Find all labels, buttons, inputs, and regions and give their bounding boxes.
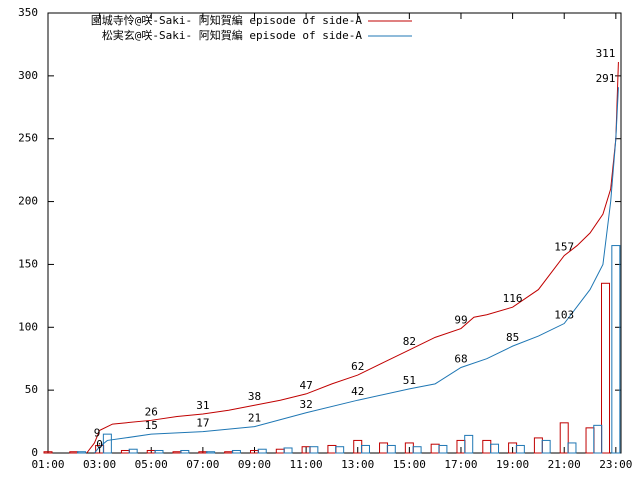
bar: [327, 444, 337, 454]
y-tick-label: 0: [31, 446, 38, 459]
bar: [43, 451, 53, 454]
y-tick-label: 300: [18, 69, 38, 82]
bar: [257, 448, 267, 454]
bar: [559, 422, 569, 454]
bar: [412, 446, 422, 454]
bar: [541, 439, 551, 454]
bar: [120, 449, 130, 454]
x-tick-label: 05:00: [135, 458, 168, 471]
line: [94, 87, 619, 454]
y-tick-label: 200: [18, 195, 38, 208]
data-label: 116: [503, 292, 523, 305]
data-label: 17: [196, 417, 209, 430]
bar: [430, 443, 440, 454]
bar: [128, 448, 138, 454]
x-tick-label: 17:00: [444, 458, 477, 471]
x-tick-label: 19:00: [496, 458, 529, 471]
data-label: 82: [403, 335, 416, 348]
bar: [283, 447, 293, 454]
x-tick-label: 11:00: [290, 458, 323, 471]
x-tick-label: 03:00: [83, 458, 116, 471]
data-label: 291: [596, 72, 616, 85]
x-tick-label: 01:00: [31, 458, 64, 471]
bar: [533, 437, 543, 454]
bar: [593, 424, 603, 454]
bar: [206, 451, 216, 454]
data-label: 51: [403, 374, 416, 387]
x-tick-label: 23:00: [599, 458, 632, 471]
data-label: 0: [96, 438, 103, 451]
bar: [69, 451, 79, 454]
bar: [490, 443, 500, 454]
data-label: 62: [351, 360, 364, 373]
y-tick-label: 50: [25, 383, 38, 396]
bar: [386, 444, 396, 454]
x-tick-label: 07:00: [186, 458, 219, 471]
bar: [224, 451, 234, 454]
data-label: 32: [299, 398, 312, 411]
x-tick-label: 09:00: [238, 458, 271, 471]
data-label: 99: [454, 314, 467, 327]
x-tick-label: 13:00: [341, 458, 374, 471]
data-label: 85: [506, 331, 519, 344]
bar: [438, 444, 448, 454]
bar: [172, 451, 182, 454]
data-label: 21: [248, 412, 261, 425]
bar: [154, 449, 164, 454]
y-tick-label: 350: [18, 6, 38, 19]
bar: [515, 444, 525, 454]
bar: [360, 444, 370, 454]
x-tick-label: 15:00: [393, 458, 426, 471]
data-label: 157: [554, 241, 574, 254]
y-tick-label: 150: [18, 257, 38, 270]
data-label: 311: [596, 47, 616, 60]
bar: [180, 449, 190, 454]
bar: [601, 282, 611, 454]
bar: [611, 245, 621, 454]
data-label: 15: [145, 419, 158, 432]
bar: [585, 427, 595, 454]
data-label: 9: [94, 427, 101, 440]
data-label: 68: [454, 353, 467, 366]
plot-frame: [47, 12, 622, 454]
bar: [231, 449, 241, 454]
bar: [335, 446, 345, 454]
y-tick-label: 250: [18, 132, 38, 145]
bar: [482, 439, 492, 454]
bar: [275, 448, 285, 454]
data-label: 47: [299, 379, 312, 392]
data-label: 103: [554, 309, 574, 322]
bar: [102, 433, 112, 454]
line: [86, 62, 619, 454]
bar: [464, 434, 474, 454]
bar: [309, 446, 319, 454]
bar: [77, 451, 87, 454]
x-tick-label: 21:00: [548, 458, 581, 471]
bar: [379, 442, 389, 454]
data-label: 38: [248, 390, 261, 403]
bar: [567, 442, 577, 454]
data-label: 31: [196, 399, 209, 412]
legend-label: 園城寺怜@咲-Saki- 阿知賀編 episode of side-A: [91, 13, 363, 27]
data-label: 42: [351, 385, 364, 398]
data-label: 26: [145, 405, 158, 418]
y-tick-label: 100: [18, 320, 38, 333]
legend-label: 松実玄@咲-Saki- 阿知賀編 episode of side-A: [102, 28, 363, 42]
